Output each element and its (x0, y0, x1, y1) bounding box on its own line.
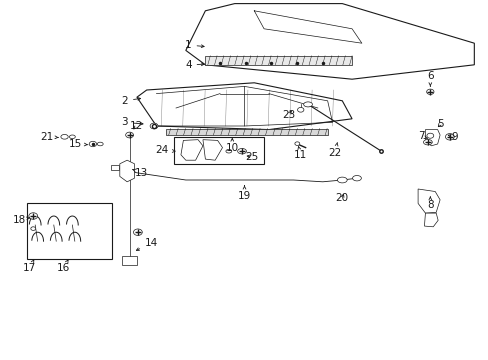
Text: 22: 22 (327, 143, 341, 158)
Text: 25: 25 (244, 152, 258, 162)
Text: 20: 20 (335, 193, 348, 203)
Ellipse shape (97, 142, 103, 146)
Bar (122, 256, 137, 265)
Bar (111, 165, 119, 170)
Ellipse shape (352, 175, 361, 181)
Polygon shape (203, 140, 222, 160)
Text: 14: 14 (136, 238, 158, 251)
Ellipse shape (125, 132, 133, 138)
Text: 10: 10 (225, 139, 238, 153)
Ellipse shape (237, 149, 246, 154)
Text: 12: 12 (130, 121, 143, 131)
Bar (173, 137, 264, 164)
Ellipse shape (337, 177, 346, 183)
Text: 3: 3 (121, 117, 142, 127)
Ellipse shape (89, 141, 97, 147)
Ellipse shape (423, 140, 431, 145)
Ellipse shape (445, 134, 453, 140)
Ellipse shape (225, 149, 231, 153)
Bar (27, 203, 112, 259)
Bar (166, 129, 327, 135)
Ellipse shape (29, 213, 38, 219)
Ellipse shape (426, 89, 433, 94)
Text: 15: 15 (69, 139, 88, 149)
Ellipse shape (133, 229, 142, 235)
Bar (205, 56, 351, 65)
Text: 24: 24 (155, 145, 175, 156)
Text: 6: 6 (426, 71, 433, 86)
Polygon shape (137, 83, 351, 130)
Polygon shape (181, 140, 203, 160)
Ellipse shape (303, 102, 312, 107)
Text: 16: 16 (57, 260, 70, 273)
Text: 9: 9 (447, 132, 457, 142)
Text: 7: 7 (417, 131, 427, 141)
Polygon shape (424, 213, 437, 227)
Ellipse shape (150, 123, 158, 129)
Polygon shape (417, 189, 439, 213)
Text: 18: 18 (13, 215, 29, 225)
Polygon shape (185, 4, 473, 79)
Text: 4: 4 (184, 60, 203, 70)
Text: 19: 19 (237, 186, 251, 201)
Ellipse shape (297, 107, 303, 112)
Text: 1: 1 (184, 40, 203, 50)
Ellipse shape (426, 133, 433, 138)
Text: 5: 5 (436, 119, 443, 129)
Text: 11: 11 (293, 147, 307, 160)
Text: 13: 13 (132, 168, 148, 178)
Polygon shape (425, 130, 439, 146)
Text: 23: 23 (281, 110, 295, 120)
Ellipse shape (31, 227, 36, 230)
Ellipse shape (294, 142, 299, 145)
Polygon shape (120, 160, 134, 182)
Ellipse shape (69, 135, 75, 139)
Text: 21: 21 (40, 132, 59, 142)
Text: 8: 8 (426, 197, 433, 210)
Text: 17: 17 (22, 260, 36, 273)
Ellipse shape (61, 134, 68, 139)
Text: 2: 2 (121, 96, 140, 106)
